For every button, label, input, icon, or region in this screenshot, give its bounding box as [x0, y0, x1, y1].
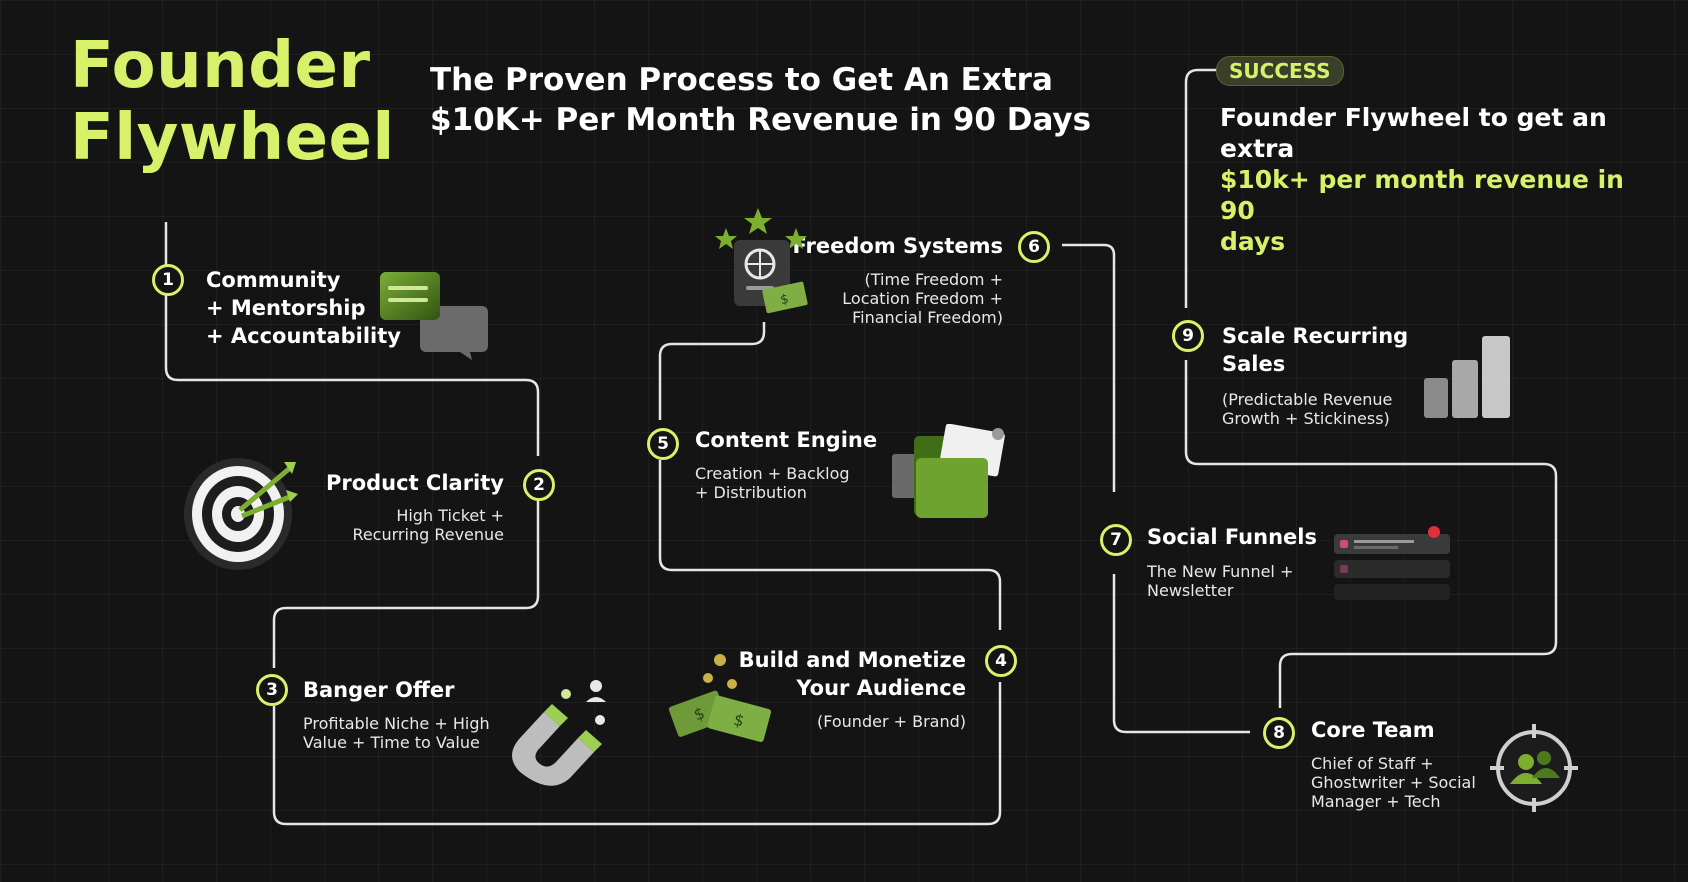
step-1-title: Community + Mentorship + Accountability	[206, 268, 401, 348]
step-number-6: 6	[1018, 231, 1050, 263]
step-number-7: 7	[1100, 524, 1132, 556]
step-number-9: 9	[1172, 320, 1204, 352]
step-5-description: Creation + Backlog + Distribution	[695, 464, 850, 502]
path-9-to-success	[1184, 68, 1220, 308]
folder-icon	[892, 424, 1005, 518]
step-7-description: The New Funnel + Newsletter	[1147, 562, 1294, 600]
magnet-icon	[512, 680, 606, 786]
team-target-icon	[1490, 724, 1578, 812]
svg-text:$: $	[732, 710, 747, 731]
path-3-to-4	[272, 682, 1002, 826]
success-badge: SUCCESS	[1216, 56, 1344, 86]
step-7-title: Social Funnels	[1147, 525, 1317, 549]
step-2-description: High Ticket + Recurring Revenue	[352, 506, 504, 544]
svg-text:$: $	[779, 292, 790, 308]
step-number-4: 4	[985, 645, 1017, 677]
target-icon	[184, 458, 298, 570]
success-statement: Founder Flywheel to get an extra $10k+ p…	[1220, 103, 1624, 256]
path-8-to-9	[1184, 360, 1558, 708]
path-6-to-7	[1062, 243, 1116, 492]
chat-bubbles-icon	[380, 272, 488, 360]
step-number-2: 2	[523, 469, 555, 501]
path-7-to-8	[1112, 574, 1250, 734]
step-9-title: Scale Recurring Sales	[1222, 324, 1409, 376]
step-8-title: Core Team	[1311, 718, 1435, 742]
main-title: Founder Flywheel	[70, 29, 395, 175]
step-number-1: 1	[152, 264, 184, 296]
notifications-icon	[1334, 526, 1450, 600]
step-3-title: Banger Offer	[303, 678, 455, 702]
path-4-to-5	[658, 460, 1002, 630]
step-6-title: Freedom Systems	[792, 234, 1003, 258]
step-9-description: (Predictable Revenue Growth + Stickiness…	[1222, 390, 1393, 428]
step-4-description: (Founder + Brand)	[817, 712, 966, 731]
page-subtitle: The Proven Process to Get An Extra $10K+…	[430, 62, 1092, 138]
bar-growth-icon	[1424, 336, 1510, 418]
step-4-title: Build and Monetize Your Audience	[738, 648, 966, 700]
step-8-description: Chief of Staff + Ghostwriter + Social Ma…	[1311, 754, 1476, 811]
step-2-title: Product Clarity	[325, 471, 504, 495]
step-5-title: Content Engine	[695, 428, 878, 452]
step-number-3: 3	[256, 674, 288, 706]
money-icon: $ $	[668, 654, 772, 743]
path-1-to-2	[164, 222, 540, 456]
path-5-to-6	[658, 322, 766, 420]
path-2-to-3	[272, 498, 540, 668]
step-3-description: Profitable Niche + High Value + Time to …	[303, 714, 490, 752]
step-number-8: 8	[1263, 717, 1295, 749]
passport-icon: $	[715, 208, 808, 314]
step-6-description: (Time Freedom + Location Freedom + Finan…	[842, 270, 1003, 327]
step-number-5: 5	[647, 428, 679, 460]
